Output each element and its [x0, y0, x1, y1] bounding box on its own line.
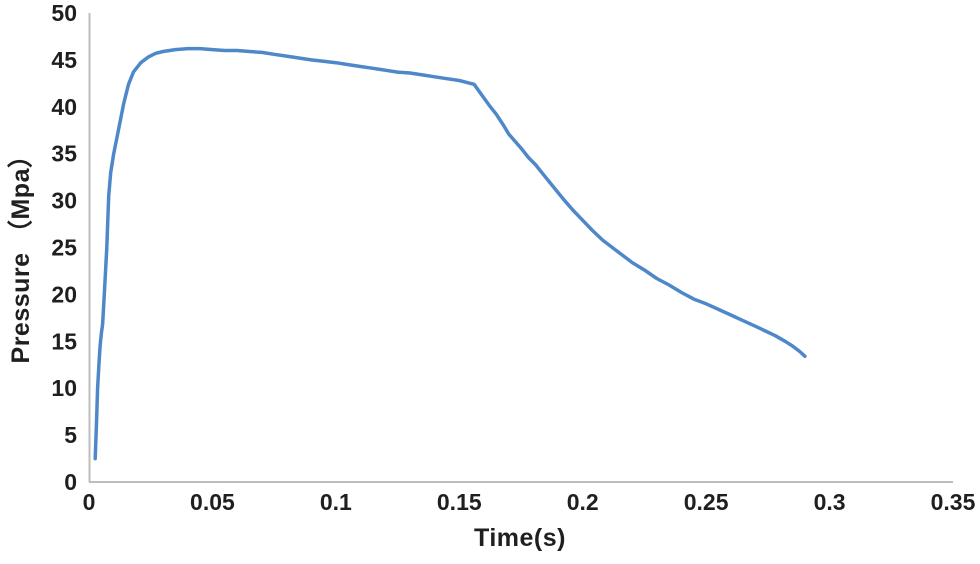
x-tick-label: 0 [83, 489, 96, 515]
pressure-curve [93, 46, 807, 461]
x-tick-label: 0.35 [931, 489, 976, 515]
y-tick-label: 15 [51, 328, 77, 354]
y-axis-tick-labels: 0 5 10 15 20 25 30 35 40 45 50 [51, 0, 77, 495]
y-tick-label: 10 [51, 375, 77, 401]
x-tick-label: 0.3 [814, 489, 846, 515]
x-tick-label: 0.25 [684, 489, 729, 515]
y-tick-label: 0 [64, 469, 77, 495]
y-tick-label: 5 [64, 422, 77, 448]
y-tick-label: 25 [51, 235, 77, 261]
x-tick-label: 0.2 [567, 489, 599, 515]
x-axis-title: Time(s) [474, 524, 566, 552]
x-axis-tick-labels: 0 0.05 0.1 0.15 0.2 0.25 0.3 0.35 [83, 489, 976, 515]
y-tick-label: 30 [51, 188, 77, 214]
x-tick-label: 0.15 [437, 489, 482, 515]
y-tick-label: 35 [51, 141, 77, 167]
x-tick-label: 0.05 [190, 489, 235, 515]
x-tick-label: 0.1 [320, 489, 352, 515]
y-axis-title: Pressure （Mpa） [7, 142, 35, 364]
y-tick-label: 40 [51, 94, 77, 120]
y-tick-label: 50 [51, 0, 77, 26]
y-tick-label: 45 [51, 47, 77, 73]
y-tick-label: 20 [51, 281, 77, 307]
